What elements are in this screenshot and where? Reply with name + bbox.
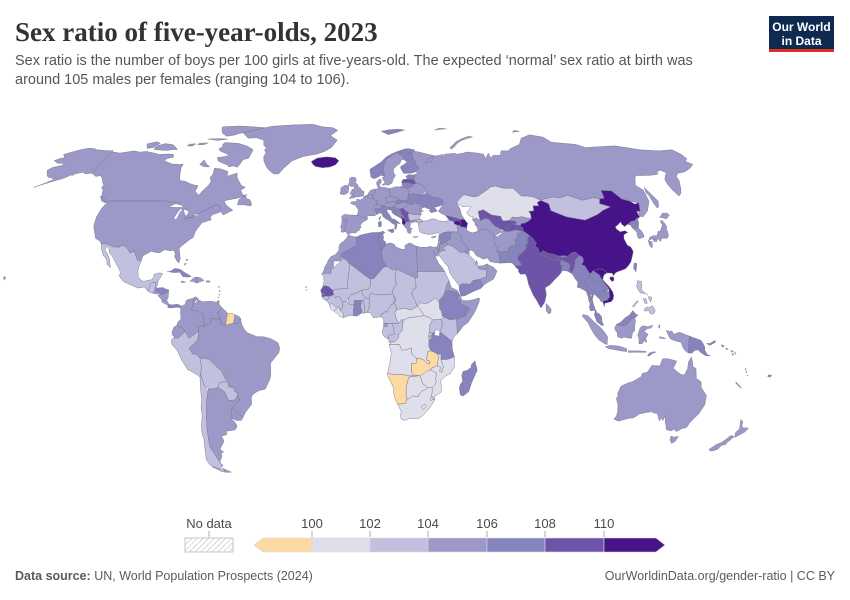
svg-text:106: 106 <box>476 516 498 531</box>
svg-text:104: 104 <box>417 516 439 531</box>
svg-text:102: 102 <box>359 516 381 531</box>
svg-text:108: 108 <box>534 516 556 531</box>
svg-text:No data: No data <box>186 516 232 531</box>
svg-text:100: 100 <box>301 516 323 531</box>
svg-text:110: 110 <box>594 516 615 531</box>
